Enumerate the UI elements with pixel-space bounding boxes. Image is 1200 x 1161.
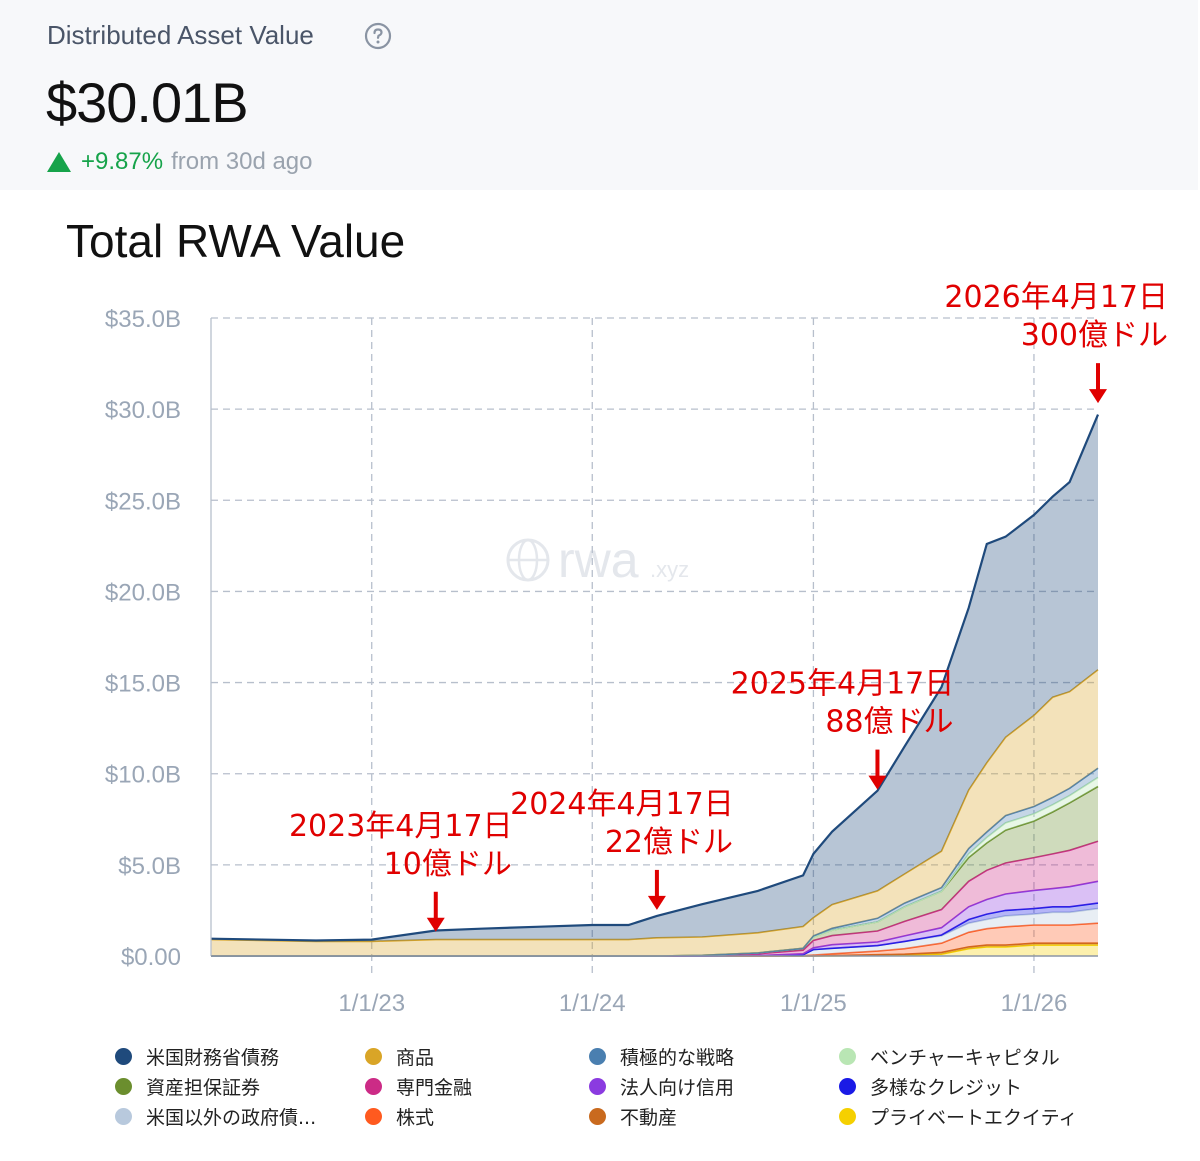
annotation-date: 2026年4月17日 xyxy=(944,280,1168,315)
annotation-date: 2023年4月17日 xyxy=(289,809,513,844)
legend-swatch xyxy=(115,1077,132,1095)
legend-swatch xyxy=(365,1047,382,1065)
legend-label: 米国以外の政府債... xyxy=(146,1106,317,1129)
change-row: +9.87% from 30d ago xyxy=(47,148,313,176)
question-circle-icon[interactable] xyxy=(364,22,392,50)
legend-item[interactable]: 商品 xyxy=(365,1045,589,1069)
legend-label: ベンチャーキャピタル xyxy=(870,1046,1060,1069)
legend-swatch xyxy=(115,1107,132,1125)
y-tick-label: $5.0B xyxy=(118,853,181,880)
y-tick-label: $30.0B xyxy=(105,397,181,424)
legend-label: 米国財務省債務 xyxy=(146,1046,280,1069)
up-arrow-icon xyxy=(47,152,71,172)
legend-label: 資産担保証券 xyxy=(146,1076,261,1099)
legend-swatch xyxy=(115,1047,132,1065)
y-tick-label: $25.0B xyxy=(105,488,181,515)
annotation-arrowhead xyxy=(1089,389,1107,404)
legend-label: 商品 xyxy=(396,1046,435,1069)
x-tick-label: 1/1/24 xyxy=(559,990,626,1017)
chart-title: Total RWA Value xyxy=(66,215,406,267)
legend-swatch xyxy=(365,1107,382,1125)
legend-item[interactable]: プライベートエクイティ xyxy=(839,1105,1115,1129)
legend-item[interactable]: 専門金融 xyxy=(365,1075,589,1099)
change-period: from 30d ago xyxy=(171,148,313,175)
legend-swatch xyxy=(589,1047,606,1065)
x-tick-label: 1/1/23 xyxy=(338,990,405,1017)
metric-card: Distributed Asset Value $30.01B +9.87% f… xyxy=(0,0,1198,190)
annotation-arrowhead xyxy=(426,917,445,932)
legend-label: 株式 xyxy=(396,1106,435,1129)
area-1 xyxy=(211,414,1098,942)
annotation-value: 300億ドル xyxy=(1021,318,1168,353)
legend-swatch xyxy=(839,1047,856,1065)
legend-item[interactable]: 資産担保証券 xyxy=(115,1075,365,1099)
legend-item[interactable]: 不動産 xyxy=(589,1105,839,1129)
legend-label: プライベートエクイティ xyxy=(870,1106,1078,1129)
axes: $0.00 $5.0B $10.0B $15.0B $20.0B $25.0B $30.0B… xyxy=(105,306,1098,1017)
legend-label: 専門金融 xyxy=(396,1076,473,1099)
series-line-1 xyxy=(210,414,1100,942)
legend-item[interactable]: 法人向け信用 xyxy=(589,1075,839,1099)
legend-item[interactable]: 株式 xyxy=(365,1105,589,1129)
metric-value: $30.01B xyxy=(46,71,249,134)
legend-label: 多様なクレジット xyxy=(870,1076,1023,1099)
legend-swatch xyxy=(589,1107,606,1125)
grid xyxy=(211,317,1098,974)
y-tick-label: $20.0B xyxy=(105,579,181,606)
legend-item[interactable]: 米国以外の政府債... xyxy=(115,1105,365,1129)
legend-item[interactable]: ベンチャーキャピタル xyxy=(839,1045,1115,1069)
watermark-suffix: .xyz xyxy=(650,557,689,582)
x-tick-label: 1/1/26 xyxy=(1001,990,1068,1017)
area-12 xyxy=(211,945,1098,956)
annotation-arrowhead xyxy=(647,895,666,910)
legend: 米国財務省債務 商品 積極的な戦略 ベンチャーキャピタル資産担保証券 専門金融 法人向け信… xyxy=(115,1045,1115,1129)
legend-item[interactable]: 積極的な戦略 xyxy=(589,1045,839,1069)
y-tick-label: $0.00 xyxy=(121,944,181,971)
legend-swatch xyxy=(839,1107,856,1125)
legend-label: 不動産 xyxy=(620,1106,678,1129)
legend-swatch xyxy=(839,1077,856,1095)
legend-swatch xyxy=(589,1077,606,1095)
area-series xyxy=(210,414,1100,957)
legend-swatch xyxy=(365,1077,382,1095)
watermark: rwa .xyz xyxy=(506,532,689,588)
annotation-value: 88億ドル xyxy=(825,705,953,740)
legend-label: 積極的な戦略 xyxy=(620,1046,735,1069)
metric-label: Distributed Asset Value xyxy=(47,20,314,50)
annotation-date: 2024年4月17日 xyxy=(510,787,734,822)
legend-item[interactable]: 米国財務省債務 xyxy=(115,1045,365,1069)
annotation-date: 2025年4月17日 xyxy=(731,667,955,702)
annotation-arrowhead xyxy=(868,775,887,790)
y-tick-label: $15.0B xyxy=(105,671,181,698)
change-percent: +9.87% xyxy=(81,148,164,175)
rwa-area-chart: rwa .xyz $0.00 $5.0B $10.0B $15.0B $20.0B $25.… xyxy=(105,280,1168,1017)
watermark-brand: rwa xyxy=(558,532,639,588)
annotation-value: 22億ドル xyxy=(605,825,733,860)
legend-label: 法人向け信用 xyxy=(620,1076,735,1099)
y-tick-label: $10.0B xyxy=(105,762,181,789)
annotation-value: 10億ドル xyxy=(384,847,512,882)
series-line-2 xyxy=(210,669,1099,943)
x-tick-label: 1/1/25 xyxy=(780,990,847,1017)
legend-item[interactable]: 多様なクレジット xyxy=(839,1075,1115,1099)
y-tick-label: $35.0B xyxy=(105,306,181,333)
